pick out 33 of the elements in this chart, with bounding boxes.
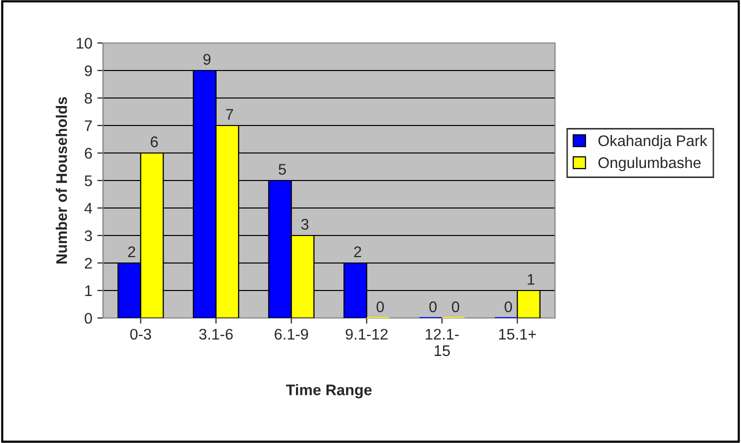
x-tick-label: 12.1- 15 [426, 328, 459, 356]
y-tick-label: 8 [84, 92, 92, 104]
data-label: 3 [301, 218, 308, 230]
y-tick-label: 9 [84, 65, 92, 76]
y-tick-label: 2 [84, 258, 92, 269]
x-tick-label: 15.1+ [499, 328, 536, 340]
data-label: 0 [429, 301, 437, 312]
x-tick-label: 3.1-6 [199, 328, 233, 340]
x-tick-label: 9.1-12 [346, 328, 388, 340]
y-tick-label: 10 [76, 38, 92, 49]
data-label: 2 [128, 246, 136, 258]
y-tick-label: 4 [84, 203, 92, 214]
data-label: 0 [504, 301, 512, 312]
y-tick-label: 5 [84, 176, 92, 186]
legend-label: Ongulumbashe [598, 156, 701, 172]
data-label: 5 [278, 164, 286, 175]
data-label: 0 [452, 301, 460, 312]
y-axis-title: Number of Households [56, 97, 68, 264]
data-label: 9 [203, 54, 210, 65]
x-tick-label: 0-3 [130, 328, 152, 340]
y-tick-label: 0 [84, 312, 92, 324]
data-label: 0 [376, 301, 384, 312]
data-label: 7 [226, 109, 234, 120]
x-axis-title: Time Range [286, 384, 372, 398]
y-tick-label: 1 [85, 286, 92, 296]
y-tick-label: 6 [84, 148, 92, 159]
y-tick-label: 7 [84, 120, 92, 132]
data-label: 6 [150, 136, 158, 148]
data-label: 1 [528, 274, 534, 285]
legend-label: Okahandja Park [598, 134, 708, 150]
x-tick-label: 6.1-9 [274, 328, 308, 340]
y-tick-label: 3 [84, 230, 92, 242]
data-label: 2 [354, 246, 362, 258]
